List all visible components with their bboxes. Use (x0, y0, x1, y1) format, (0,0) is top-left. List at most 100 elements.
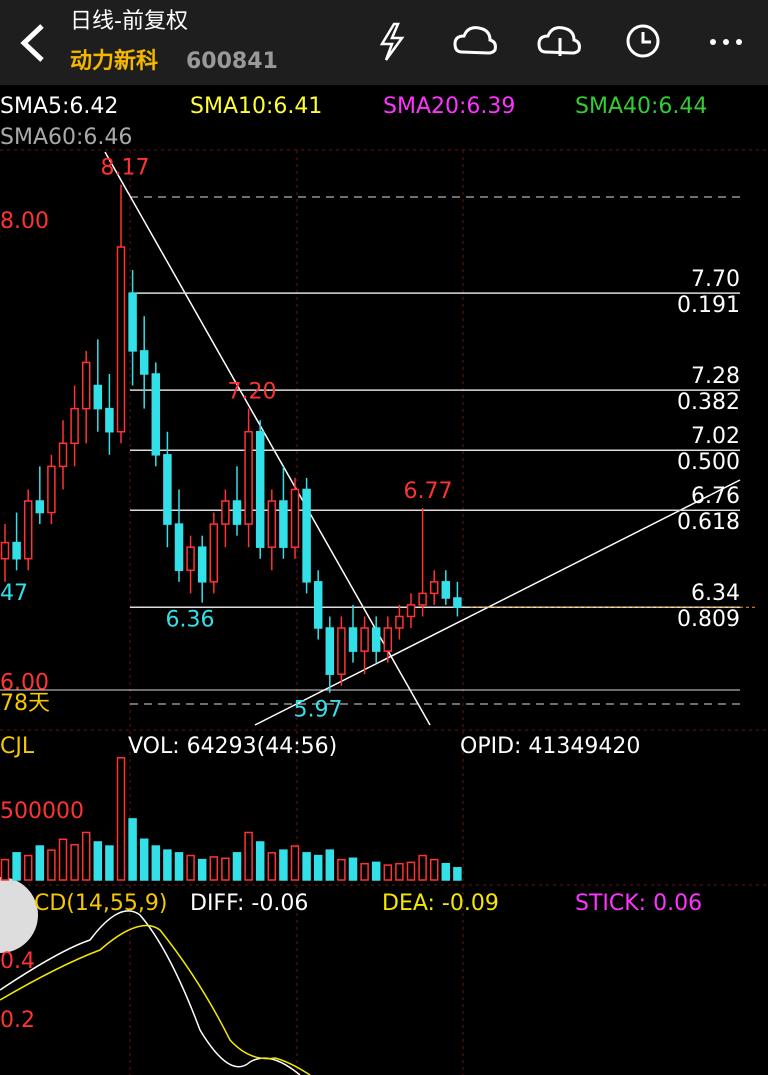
candle-body (313, 581, 323, 629)
candle-body (139, 350, 149, 375)
candle-body (406, 604, 416, 618)
candle-body (116, 246, 126, 433)
volume-bar (23, 854, 33, 881)
cloud-sync-icon[interactable] (537, 26, 581, 56)
volume-bar (313, 854, 323, 881)
volume-bar (302, 852, 311, 881)
volume-label: CJL (0, 734, 35, 759)
candle-body (290, 488, 300, 548)
macd-dea: DEA: -0.09 (382, 891, 499, 916)
floating-button[interactable] (0, 877, 38, 953)
price-annotation: 5.97 (294, 698, 343, 723)
volume-bar (383, 864, 393, 881)
macd-tick-label: 0.4 (0, 949, 35, 974)
back-button[interactable] (20, 24, 44, 62)
candle-body (348, 627, 358, 652)
candle-body (221, 500, 230, 525)
fib-price: 7.70 (691, 267, 740, 292)
candle-body (418, 592, 427, 606)
fib-ratio: 0.618 (677, 510, 740, 535)
volume-bar (395, 862, 404, 881)
volume-bar (197, 858, 207, 881)
candle-body (163, 454, 172, 525)
left-label: 78天 (0, 691, 50, 716)
flash-icon[interactable] (379, 22, 405, 61)
candle-body (232, 500, 242, 525)
macd-tick-label: 0.2 (0, 1008, 35, 1033)
price-annotation: 8.17 (101, 156, 150, 181)
history-icon[interactable] (626, 24, 660, 58)
macd-stick: STICK: 0.06 (575, 891, 702, 916)
candle-body (151, 373, 161, 456)
volume-bar (139, 838, 149, 881)
price-tick-label: 6.00 (0, 671, 49, 696)
candle-body (70, 407, 79, 445)
diff-curve (0, 910, 301, 1075)
candle-body (105, 407, 114, 433)
candle-body (325, 627, 335, 675)
volume-bar (70, 843, 79, 881)
volume-bar (105, 845, 114, 881)
fib-ratio: 0.809 (677, 607, 740, 632)
volume-bar (81, 831, 91, 881)
fib-price: 7.28 (691, 364, 740, 389)
volume-bar (255, 841, 265, 881)
candle-body (47, 465, 56, 514)
volume-bar (232, 852, 242, 881)
macd-diff: DIFF: -0.06 (190, 891, 308, 916)
volume-bar (35, 845, 45, 881)
candle-body (360, 627, 369, 652)
volume-bar (163, 849, 172, 881)
history-hand (641, 32, 651, 44)
volume-bar (267, 852, 277, 881)
candle-body (81, 361, 91, 410)
more-button[interactable] (710, 39, 742, 45)
volume-bar (221, 857, 230, 881)
volume-bar (209, 856, 219, 881)
candle-body (441, 581, 451, 599)
sma-legend: SMA60:6.46 (0, 125, 132, 150)
fib-price: 6.76 (691, 484, 740, 509)
candle-body (255, 430, 265, 548)
sma-legend: SMA40:6.44 (575, 94, 707, 119)
candle-body (337, 627, 346, 675)
volume-bar (0, 858, 10, 881)
cloud-icon[interactable] (453, 26, 497, 55)
candle-body (93, 384, 103, 410)
candle-body (23, 500, 33, 560)
volume-bar (348, 857, 358, 881)
fib-price: 7.02 (691, 424, 740, 449)
open-interest: OPID: 41349420 (460, 734, 640, 759)
candle-body (58, 442, 68, 468)
fib-ratio: 0.500 (677, 450, 740, 475)
candle-body (186, 546, 195, 572)
sma-legend: SMA5:6.42 (0, 94, 118, 119)
stock-name: 动力新科 (70, 48, 158, 74)
volume-bar (290, 845, 300, 881)
fib-ratio: 0.191 (677, 293, 740, 318)
candle-body (35, 500, 45, 514)
vertical-grid (0, 149, 768, 1075)
fib-ratio: 0.382 (677, 390, 740, 415)
candle-body (244, 430, 253, 525)
volume-bar (174, 852, 184, 881)
candle-body (279, 500, 288, 548)
candle-body (174, 523, 184, 572)
volume-bar (93, 841, 103, 881)
sma-legend: SMA20:6.39 (383, 94, 515, 119)
fib-price: 6.34 (691, 581, 740, 606)
candle-body (453, 597, 462, 608)
volume-bar (441, 862, 451, 881)
volume-bar (47, 849, 56, 881)
candle-body (302, 488, 311, 583)
volume-bar (186, 854, 195, 881)
volume-bar (244, 831, 253, 881)
trend-line-up (254, 479, 741, 726)
volume-bar (418, 854, 427, 881)
volume-bar (279, 849, 288, 881)
dea-curve (0, 924, 311, 1075)
volume-bar (116, 757, 126, 881)
page-title: 日线-前复权 (70, 9, 188, 34)
price-annotation: 7.20 (228, 380, 277, 405)
